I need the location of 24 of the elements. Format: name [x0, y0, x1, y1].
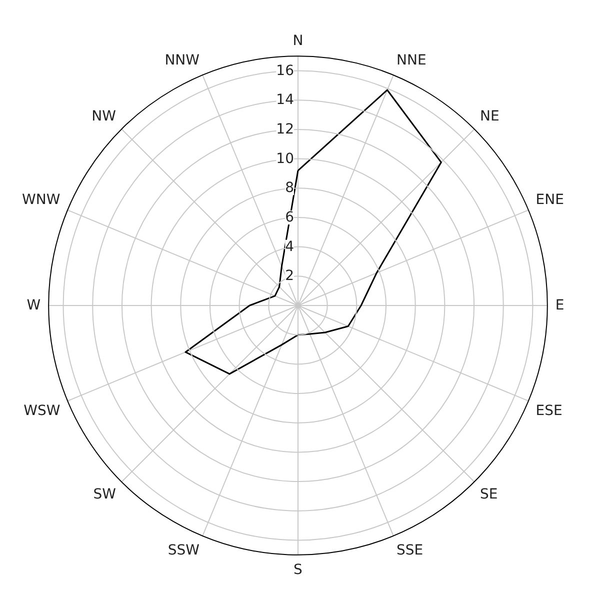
y-tick-label: 10: [276, 150, 294, 167]
spoke-label: W: [26, 298, 41, 314]
spoke-label: SSE: [396, 542, 424, 558]
spoke-label: N: [292, 33, 304, 50]
spoke-label: E: [555, 298, 564, 314]
y-tick-label: 16: [276, 62, 294, 79]
spoke-label: NNW: [164, 52, 200, 69]
spoke-label: NNE: [396, 52, 426, 69]
y-tick-label: 2: [285, 268, 294, 284]
spoke-label: NE: [480, 108, 500, 124]
spoke-label: WNW: [22, 192, 60, 208]
y-tick-label: 4: [285, 238, 294, 255]
y-tick-label: 6: [285, 209, 294, 226]
y-tick-label: 8: [285, 180, 294, 196]
y-tick-label: 14: [276, 92, 294, 108]
spoke-label: ENE: [536, 192, 564, 208]
spoke-label: NW: [92, 108, 116, 124]
spoke-label: SW: [93, 486, 116, 503]
spoke-label: S: [294, 562, 303, 578]
spoke-label: SE: [480, 486, 498, 503]
y-tick-label: 12: [276, 121, 294, 138]
spoke-label: SSW: [168, 542, 200, 558]
spoke-label: ESE: [536, 403, 562, 420]
spoke-label: WSW: [24, 403, 60, 420]
